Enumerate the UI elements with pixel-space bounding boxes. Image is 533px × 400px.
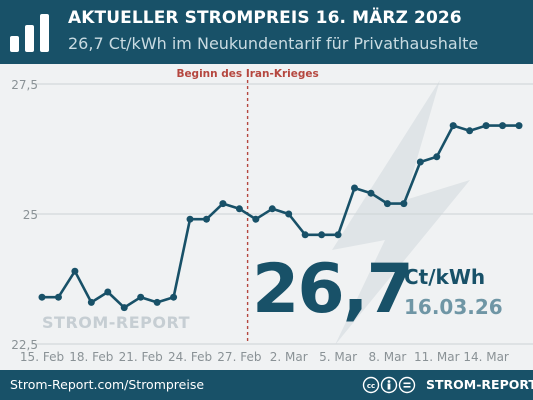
data-point — [449, 122, 457, 130]
data-point — [301, 231, 309, 239]
data-point — [137, 293, 145, 301]
data-point — [71, 267, 79, 275]
data-point — [202, 215, 210, 223]
watermark: STROM-REPORT — [42, 313, 191, 332]
svg-text:cc: cc — [367, 382, 375, 390]
header-bar: AKTUELLER STROMPREIS 16. MÄRZ 2026 26,7 … — [0, 0, 533, 64]
data-point — [120, 304, 128, 312]
data-point — [318, 231, 326, 239]
data-point — [186, 215, 194, 223]
data-point — [466, 127, 474, 135]
x-tick-label: 8. Mar — [368, 350, 406, 364]
data-point — [219, 200, 227, 208]
data-point — [268, 205, 276, 213]
data-point — [351, 184, 359, 192]
data-point — [499, 122, 507, 130]
current-price-value: 26,7 — [252, 250, 414, 329]
x-tick-label: 27. Feb — [217, 350, 261, 364]
bar-chart-logo-icon — [10, 14, 49, 52]
footer-bar: Strom-Report.com/Strompreise cc STROM-RE… — [0, 370, 533, 400]
series-line — [42, 124, 519, 309]
data-point — [38, 293, 46, 301]
y-tick-label: 27,5 — [11, 78, 38, 92]
annotation-label: Beginn des Iran-Krieges — [176, 68, 318, 80]
x-tick-label: 14. Mar — [463, 350, 509, 364]
x-tick-label: 11. Mar — [414, 350, 460, 364]
x-tick-label: 18. Feb — [69, 350, 113, 364]
data-point — [87, 298, 95, 306]
data-point — [416, 158, 424, 166]
page-title: AKTUELLER STROMPREIS 16. MÄRZ 2026 — [68, 8, 462, 28]
data-point — [515, 122, 523, 130]
x-tick-label: 24. Feb — [168, 350, 212, 364]
current-price-unit: Ct/kWh — [404, 265, 486, 289]
x-tick-label: 2. Mar — [270, 350, 308, 364]
price-line-chart: Beginn des Iran-Krieges 22,5 25 27,5 15. F… — [11, 68, 533, 364]
footer-url-link[interactable]: Strom-Report.com/Strompreise — [10, 377, 205, 392]
data-point — [400, 200, 408, 208]
data-point — [383, 200, 391, 208]
data-point — [433, 153, 441, 161]
data-point — [334, 231, 342, 239]
chart-area: Beginn des Iran-Krieges 22,5 25 27,5 15. F… — [0, 64, 533, 370]
x-tick-label: 21. Feb — [119, 350, 163, 364]
data-point — [285, 210, 293, 218]
data-point — [252, 215, 260, 223]
page-subtitle: 26,7 Ct/kWh im Neukundentarif für Privat… — [68, 34, 479, 53]
data-point — [54, 293, 62, 301]
data-point — [104, 288, 112, 296]
x-tick-label: 5. Mar — [319, 350, 357, 364]
data-point — [235, 205, 243, 213]
footer-brand: STROM-REPORT — [426, 377, 533, 392]
x-tick-label: 15. Feb — [20, 350, 64, 364]
data-point — [367, 189, 375, 197]
y-tick-label: 25 — [23, 208, 38, 222]
data-point — [482, 122, 490, 130]
current-price-date: 16.03.26 — [404, 295, 503, 319]
y-tick-label: 22,5 — [11, 338, 38, 352]
data-point — [170, 293, 178, 301]
cc-by-nd-icon: cc — [362, 376, 416, 394]
data-point — [153, 298, 161, 306]
lightning-bolt-icon — [332, 80, 470, 345]
